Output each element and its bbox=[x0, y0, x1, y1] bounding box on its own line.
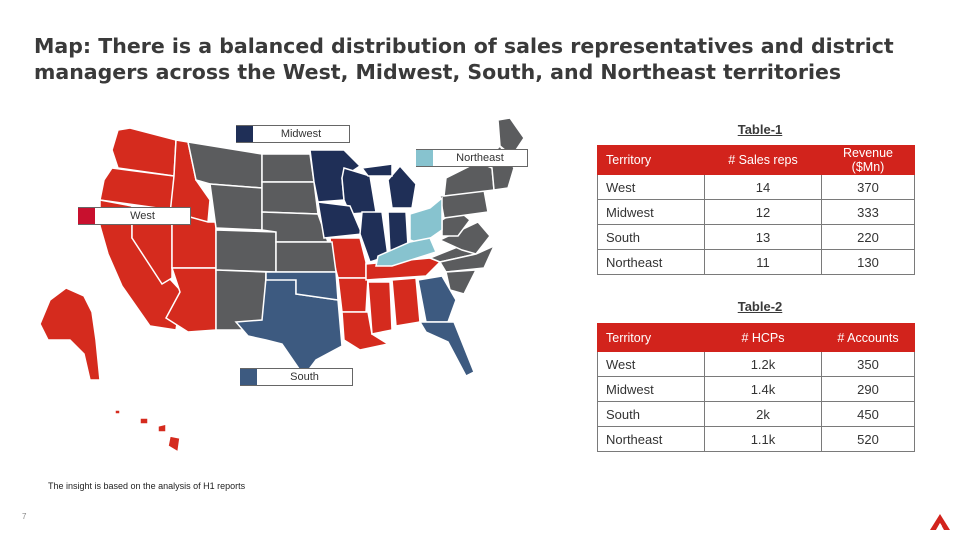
table-row: West 14 370 bbox=[597, 174, 915, 200]
table-cell: 290 bbox=[821, 376, 915, 402]
state-florida bbox=[418, 321, 475, 377]
south-swatch bbox=[240, 369, 257, 385]
state-south-dakota bbox=[261, 181, 319, 215]
midwest-label: Midwest bbox=[280, 128, 322, 140]
state-montana bbox=[187, 141, 263, 189]
brand-logo-icon bbox=[930, 514, 950, 530]
table-row: Midwest 12 333 bbox=[597, 199, 915, 225]
table-cell: 220 bbox=[821, 224, 915, 250]
table-row: Midwest 1.4k 290 bbox=[597, 376, 915, 402]
region-west bbox=[39, 127, 442, 454]
table-cell: Northeast bbox=[597, 249, 705, 275]
state-wyoming bbox=[209, 183, 263, 231]
state-virginia bbox=[438, 221, 491, 255]
state-hawaii-1 bbox=[114, 409, 121, 415]
table-cell: 14 bbox=[704, 174, 822, 200]
table-cell: Midwest bbox=[597, 199, 705, 225]
table-cell: Midwest bbox=[597, 376, 705, 402]
state-new-york bbox=[443, 161, 495, 197]
northeast-swatch bbox=[416, 150, 433, 166]
table-cell: 333 bbox=[821, 199, 915, 225]
table-cell: 12 bbox=[704, 199, 822, 225]
footnote: The insight is based on the analysis of … bbox=[48, 481, 246, 491]
west-swatch bbox=[78, 208, 95, 224]
state-michigan bbox=[387, 164, 417, 209]
table-cell: West bbox=[597, 351, 705, 377]
legend-northeast: Northeast bbox=[416, 149, 528, 167]
state-hawaii-3 bbox=[157, 423, 167, 433]
region-south bbox=[234, 271, 475, 378]
table-cell: 450 bbox=[821, 401, 915, 427]
table2-col-territory: Territory bbox=[597, 323, 705, 352]
table-cell: South bbox=[597, 224, 705, 250]
table-row: Northeast 1.1k 520 bbox=[597, 426, 915, 452]
table-cell: 1.2k bbox=[704, 351, 822, 377]
table-row: West 1.2k 350 bbox=[597, 351, 915, 377]
state-alabama bbox=[391, 277, 421, 327]
state-mississippi bbox=[367, 281, 393, 335]
state-kansas bbox=[275, 241, 337, 273]
table-row: Northeast 11 130 bbox=[597, 249, 915, 275]
state-hawaii-4 bbox=[167, 435, 181, 454]
state-oregon bbox=[99, 167, 175, 211]
page-title: Map: There is a balanced distribution of… bbox=[34, 34, 894, 84]
state-south-carolina bbox=[445, 269, 478, 295]
state-ohio bbox=[409, 196, 443, 245]
state-arkansas bbox=[337, 277, 369, 313]
table-cell: 13 bbox=[704, 224, 822, 250]
region-midwest bbox=[309, 149, 417, 263]
table2: Territory # HCPs # Accounts West 1.2k 35… bbox=[597, 323, 915, 452]
state-georgia bbox=[417, 275, 457, 323]
table-cell: West bbox=[597, 174, 705, 200]
table2-caption: Table-2 bbox=[737, 299, 783, 314]
state-colorado bbox=[215, 229, 277, 273]
table1-col-sales-reps: # Sales reps bbox=[704, 145, 822, 175]
table2-col-hcps: # HCPs bbox=[704, 323, 822, 352]
table1-caption: Table-1 bbox=[737, 122, 783, 137]
midwest-swatch bbox=[236, 126, 253, 142]
table-cell: 130 bbox=[821, 249, 915, 275]
table1-col-territory: Territory bbox=[597, 145, 705, 175]
table-row: South 2k 450 bbox=[597, 401, 915, 427]
state-kentucky bbox=[375, 237, 438, 267]
table-cell: 370 bbox=[821, 174, 915, 200]
state-michigan-up bbox=[360, 163, 393, 177]
table1-col-revenue: Revenue ($Mn) bbox=[821, 145, 915, 175]
legend-west: West bbox=[78, 207, 191, 225]
legend-south: South bbox=[240, 368, 353, 386]
table2-col-accounts: # Accounts bbox=[821, 323, 915, 352]
table-cell: 520 bbox=[821, 426, 915, 452]
table2-header-row: Territory # HCPs # Accounts bbox=[597, 323, 915, 352]
table-cell: 350 bbox=[821, 351, 915, 377]
state-north-carolina bbox=[438, 244, 496, 273]
state-maine bbox=[497, 117, 525, 158]
table-cell: 11 bbox=[704, 249, 822, 275]
state-louisiana bbox=[341, 311, 390, 351]
state-north-dakota bbox=[261, 153, 315, 183]
south-label: South bbox=[290, 371, 319, 383]
northeast-label: Northeast bbox=[456, 152, 504, 164]
table-cell: 1.1k bbox=[704, 426, 822, 452]
table1: Territory # Sales reps Revenue ($Mn) Wes… bbox=[597, 145, 915, 275]
table-cell: South bbox=[597, 401, 705, 427]
legend-midwest: Midwest bbox=[236, 125, 350, 143]
west-label: West bbox=[130, 210, 155, 222]
page-number: 7 bbox=[22, 512, 27, 521]
table1-header-row: Territory # Sales reps Revenue ($Mn) bbox=[597, 145, 915, 175]
state-alaska bbox=[39, 287, 101, 381]
table-row: South 13 220 bbox=[597, 224, 915, 250]
table-cell: 2k bbox=[704, 401, 822, 427]
table-cell: Northeast bbox=[597, 426, 705, 452]
region-northeast bbox=[375, 196, 443, 267]
state-oklahoma bbox=[265, 271, 339, 301]
table-cell: 1.4k bbox=[704, 376, 822, 402]
state-hawaii-2 bbox=[139, 417, 149, 425]
